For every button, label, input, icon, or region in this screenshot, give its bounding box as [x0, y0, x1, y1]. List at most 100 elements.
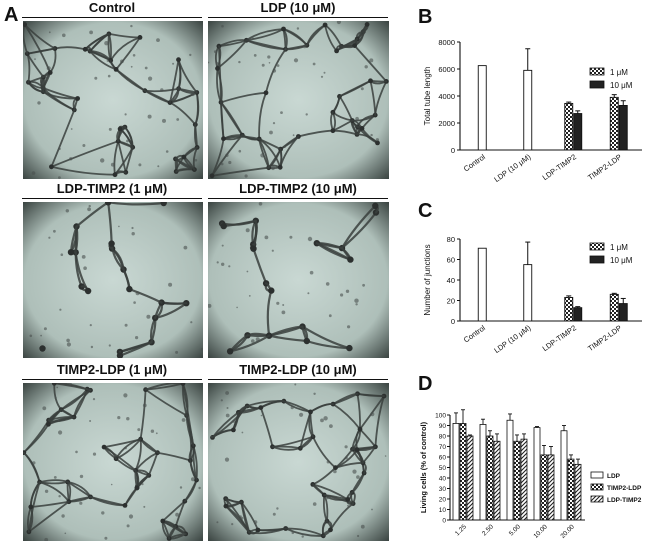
tube-network: [23, 383, 201, 541]
chart-junctions: 0 20 40 60 80 Number of junctions Control LDP (…: [423, 235, 642, 355]
tube-network: [29, 202, 203, 358]
bar: [452, 423, 460, 521]
bar: [609, 293, 619, 322]
x-tick-label: LDP (10 μM): [492, 152, 532, 184]
bar: [533, 427, 541, 521]
micrograph-title: Control: [88, 0, 136, 15]
micrograph-image: [207, 201, 390, 359]
chart-living-cells: 0 10 20 30 40 50 60 70 80 90 100 Living cells (% of…: [419, 409, 642, 540]
bar: [513, 440, 521, 521]
tube-network: [23, 22, 200, 179]
legend-label: 10 μM: [610, 81, 633, 90]
x-tick-label: LDP-TIMP2: [541, 323, 578, 353]
panel-letter-c: C: [418, 200, 433, 222]
y-tick-label: 80: [439, 434, 447, 441]
legend-swatch: [590, 483, 604, 491]
x-tick-label: Control: [462, 323, 487, 344]
y-axis-label: Number of junctions: [423, 244, 432, 315]
bar: [618, 303, 628, 322]
y-tick-label: 40: [447, 276, 455, 285]
x-tick-label: 1.25: [454, 523, 468, 537]
bar: [479, 424, 487, 521]
title-rule: [22, 379, 202, 381]
y-tick-label: 2000: [438, 119, 455, 128]
bar: [477, 247, 487, 322]
y-tick-label: 90: [439, 423, 447, 430]
micrograph-image: [207, 382, 390, 542]
bar: [609, 96, 619, 151]
legend-label: 1 μM: [610, 68, 628, 77]
panel-letter-d: D: [418, 373, 433, 395]
bar: [567, 458, 575, 521]
y-tick-label: 6000: [438, 65, 455, 74]
y-axis-label: Living cells (% of control): [419, 421, 428, 513]
micrograph-background: [208, 202, 389, 358]
micrograph-background: [208, 21, 389, 179]
bar: [459, 423, 467, 521]
legend-label: LDP: [607, 473, 621, 480]
legend-swatch: [589, 80, 605, 89]
bar: [560, 430, 568, 521]
title-rule: [22, 17, 202, 19]
bar: [564, 102, 574, 151]
title-rule: [208, 379, 388, 381]
legend-label: TIMP2-LDP: [607, 485, 642, 492]
y-tick-label: 80: [447, 235, 455, 244]
bar: [477, 65, 487, 151]
micrograph-title: LDP (10 μM): [260, 0, 336, 15]
x-tick-label: LDP (10 μM): [492, 323, 532, 355]
bar: [493, 440, 501, 521]
micrograph-title: TIMP2-LDP (10 μM): [239, 362, 357, 377]
legend-swatch: [589, 67, 605, 76]
bar: [618, 104, 628, 151]
y-tick-label: 60: [447, 256, 455, 265]
x-tick-label: TIMP2-LDP: [586, 152, 623, 182]
bar: [520, 438, 528, 521]
y-tick-label: 40: [439, 476, 447, 483]
bar: [574, 463, 582, 521]
bar: [573, 307, 583, 322]
bar: [564, 296, 574, 322]
y-tick-label: 0: [442, 518, 446, 525]
x-tick-label: TIMP2-LDP: [586, 323, 623, 353]
y-tick-label: 100: [435, 413, 446, 420]
bar: [523, 264, 533, 322]
bar: [506, 419, 514, 521]
micrograph-background: [23, 383, 203, 541]
x-tick-label: 2.50: [481, 523, 495, 537]
legend-swatch: [589, 255, 605, 264]
panel-letter-b: B: [418, 6, 433, 28]
micrograph-image: [22, 201, 204, 359]
legend-label: 1 μM: [610, 243, 628, 252]
bar: [547, 454, 555, 521]
y-tick-label: 4000: [438, 92, 455, 101]
micrograph-title: LDP-TIMP2 (1 μM): [56, 181, 168, 196]
bar: [573, 113, 583, 151]
bar: [466, 435, 474, 521]
legend-swatch: [589, 242, 605, 251]
y-tick-label: 0: [451, 317, 455, 326]
y-tick-label: 20: [447, 297, 455, 306]
micrograph-title: TIMP2-LDP (1 μM): [56, 362, 168, 377]
micrograph-title: LDP-TIMP2 (10 μM): [239, 181, 357, 196]
tube-network: [208, 21, 389, 179]
micrograph-image: [22, 20, 204, 180]
title-rule: [208, 198, 388, 200]
y-tick-label: 20: [439, 497, 447, 504]
micrograph-image: [22, 382, 204, 542]
micrograph-background: [23, 202, 203, 358]
y-tick-label: 0: [451, 146, 455, 155]
bar: [486, 435, 494, 521]
x-tick-label: Control: [462, 152, 487, 173]
legend-swatch: [590, 495, 604, 503]
tube-network: [210, 383, 387, 539]
title-rule: [22, 198, 202, 200]
legend-label: LDP-TIMP2: [607, 497, 642, 504]
micrograph-image: [207, 20, 390, 180]
legend-label: 10 μM: [610, 256, 633, 265]
y-tick-label: 50: [439, 465, 447, 472]
bar: [540, 454, 548, 521]
legend-swatch: [590, 471, 604, 479]
title-rule: [208, 17, 388, 19]
tube-network: [208, 202, 380, 355]
